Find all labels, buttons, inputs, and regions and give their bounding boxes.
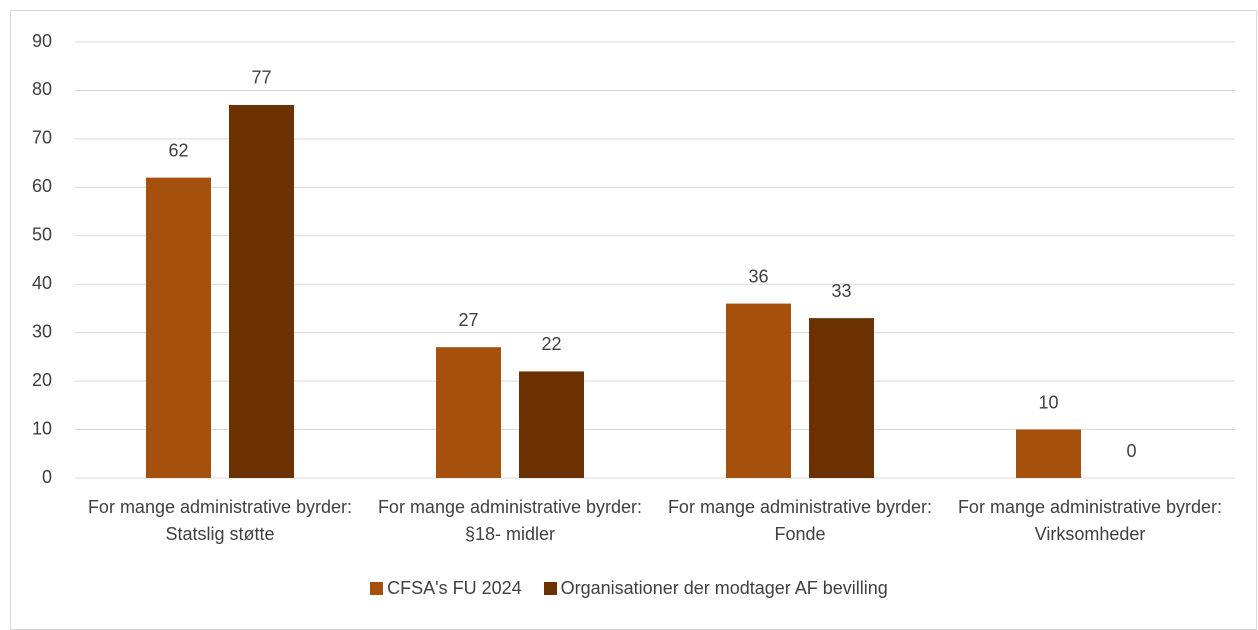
y-tick-label: 0 [42, 467, 52, 487]
x-tick-label: For mange administrative byrder: Fonde [667, 497, 933, 544]
legend-swatch [543, 582, 557, 595]
data-label: 22 [541, 334, 561, 354]
y-tick-label: 10 [32, 418, 52, 438]
y-tick-label: 60 [32, 176, 52, 196]
bar [1016, 429, 1081, 478]
x-tick-label: For mange administrative byrder: Statsli… [87, 497, 353, 544]
legend-swatch [370, 582, 384, 595]
bar [436, 347, 501, 478]
data-label: 77 [251, 68, 271, 88]
y-tick-label: 20 [32, 370, 52, 390]
y-tick-label: 90 [32, 31, 52, 51]
x-tick-label: For mange administrative byrder: Virksom… [957, 497, 1223, 544]
data-label: 62 [168, 140, 188, 160]
y-tick-label: 50 [32, 225, 52, 245]
legend-item: CFSA's FU 2024 [370, 578, 522, 599]
data-label: 10 [1038, 392, 1058, 412]
x-tick-label: For mange administrative byrder: §18- mi… [377, 497, 643, 544]
y-tick-label: 30 [32, 321, 52, 341]
legend-label: Organisationer der modtager AF bevilling [560, 578, 888, 598]
y-tick-label: 40 [32, 273, 52, 293]
legend-item: Organisationer der modtager AF bevilling [543, 578, 888, 599]
bar [146, 177, 211, 478]
data-label: 0 [1126, 441, 1136, 461]
y-tick-label: 70 [32, 128, 52, 148]
y-tick-label: 80 [32, 79, 52, 99]
data-label: 27 [458, 310, 478, 330]
legend-label: CFSA's FU 2024 [387, 578, 522, 598]
bar [809, 318, 874, 478]
bar [519, 371, 584, 478]
bar [726, 303, 791, 478]
bar [229, 104, 294, 478]
data-label: 33 [831, 281, 851, 301]
data-label: 36 [748, 266, 768, 286]
legend: CFSA's FU 2024 Organisationer der modtage… [0, 578, 1258, 599]
